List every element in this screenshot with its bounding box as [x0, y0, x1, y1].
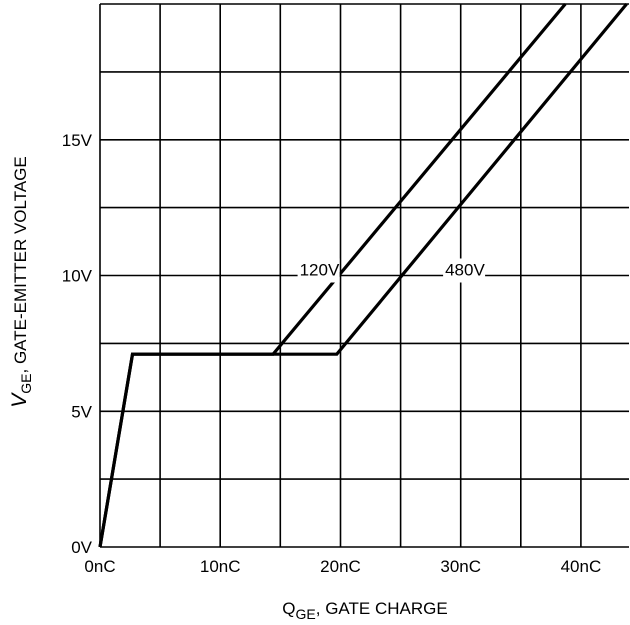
- series-label-background: [443, 258, 486, 283]
- y-axis-title: VGE, GATE-EMITTER VOLTAGE: [8, 156, 34, 408]
- series-label-120V: 120V: [300, 261, 340, 280]
- series-label-480V: 480V: [445, 261, 485, 280]
- x-axis-title-rest: , GATE CHARGE: [316, 599, 448, 618]
- x-tick-label: 30nC: [440, 557, 481, 576]
- y-tick-label: 5V: [71, 402, 92, 421]
- y-axis-title-rest: , GATE-EMITTER VOLTAGE: [11, 156, 30, 373]
- y-axis-title-subscript: GE: [18, 374, 34, 394]
- y-tick-label: 0V: [71, 538, 92, 557]
- grid: [99, 3, 629, 548]
- y-tick-label: 10V: [62, 267, 93, 286]
- x-axis-title-subscript: GE: [296, 606, 316, 622]
- series-label-background: [297, 258, 340, 283]
- x-tick-label: 40nC: [561, 557, 602, 576]
- x-axis-title: QGE, GATE CHARGE: [282, 599, 447, 622]
- x-tick-label: 20nC: [320, 557, 361, 576]
- x-axis-title-main: Q: [282, 599, 295, 618]
- x-tick-label: 0nC: [84, 557, 115, 576]
- series-line-480V: [98, 2, 628, 548]
- y-tick-label: 15V: [62, 131, 93, 150]
- y-tick-labels: 0V 5V 10V 15V: [62, 131, 93, 557]
- x-tick-labels: 0nC 10nC 20nC 30nC 40nC: [84, 557, 601, 576]
- series-group: 120V 480V: [98, 2, 628, 548]
- x-tick-label: 10nC: [200, 557, 241, 576]
- y-axis-title-main: V: [8, 392, 31, 408]
